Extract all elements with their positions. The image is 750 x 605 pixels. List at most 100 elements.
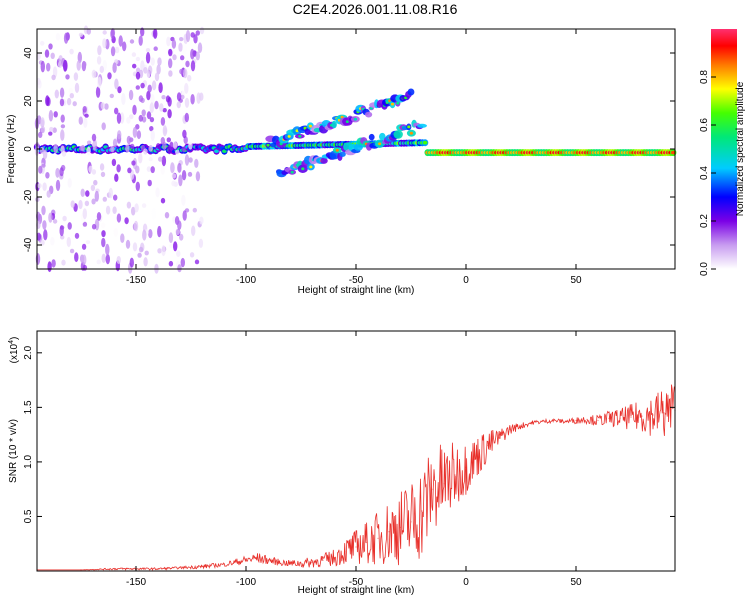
noise-cell bbox=[54, 89, 59, 99]
noise-cell bbox=[134, 203, 139, 213]
spectrogram-marks bbox=[33, 25, 677, 274]
snr-point bbox=[498, 437, 500, 439]
noise-cell bbox=[187, 171, 193, 177]
noise-cell bbox=[61, 259, 66, 266]
noise-cell bbox=[122, 41, 127, 52]
snr-point bbox=[179, 567, 181, 569]
noise-cell bbox=[129, 257, 134, 268]
feature-core bbox=[390, 102, 395, 106]
figure-title: C2E4.2026.001.11.08.R16 bbox=[293, 1, 458, 17]
noise-cell bbox=[43, 229, 48, 241]
noise-cell bbox=[107, 72, 112, 80]
noise-cell bbox=[37, 183, 42, 189]
noise-cell bbox=[101, 237, 106, 248]
noise-cell bbox=[60, 114, 65, 123]
colorbar-ticks: 0.0 0.2 0.4 0.6 0.8 bbox=[699, 70, 716, 276]
feature-cell bbox=[407, 88, 415, 96]
noise-cell bbox=[53, 111, 58, 118]
noise-cell bbox=[67, 222, 72, 230]
snr-point bbox=[201, 566, 203, 568]
noise-cell bbox=[51, 259, 56, 268]
noise-cell bbox=[199, 216, 204, 225]
noise-cell bbox=[154, 72, 160, 82]
noise-cell bbox=[82, 221, 88, 227]
noise-cell bbox=[145, 48, 151, 53]
noise-cell bbox=[190, 94, 195, 105]
noise-cell bbox=[78, 199, 83, 210]
noise-cell bbox=[141, 116, 147, 123]
y-tick-label: 40 bbox=[23, 47, 34, 59]
noise-cell bbox=[171, 180, 176, 187]
noise-cell bbox=[188, 157, 193, 163]
snr-point bbox=[223, 563, 225, 566]
snr-point bbox=[410, 521, 412, 523]
snr-point bbox=[487, 444, 489, 447]
noise-cell bbox=[135, 56, 141, 62]
noise-cell bbox=[131, 160, 136, 166]
noise-cell bbox=[181, 170, 187, 181]
noise-cell bbox=[190, 60, 196, 72]
noise-cell bbox=[179, 68, 184, 75]
noise-cell bbox=[126, 116, 131, 124]
noise-cell bbox=[69, 248, 75, 254]
noise-cell bbox=[141, 109, 146, 117]
noise-cell bbox=[74, 82, 80, 93]
noise-cell bbox=[132, 242, 138, 252]
noise-cell bbox=[129, 114, 134, 120]
noise-cell bbox=[161, 95, 166, 100]
noise-cell bbox=[59, 167, 64, 177]
noise-cell bbox=[181, 194, 186, 206]
snr-point bbox=[520, 425, 522, 427]
noise-cell bbox=[125, 144, 130, 153]
noise-cell bbox=[91, 223, 97, 230]
band-cell bbox=[214, 149, 219, 153]
noise-cell bbox=[179, 37, 184, 42]
snr-point bbox=[157, 568, 159, 570]
noise-cell bbox=[82, 264, 88, 271]
y-tick-label: -40 bbox=[23, 237, 34, 252]
noise-cell bbox=[104, 103, 109, 110]
noise-cell bbox=[82, 208, 88, 220]
band-cell bbox=[670, 150, 676, 155]
snr-point bbox=[113, 568, 115, 570]
noise-cell bbox=[179, 233, 184, 241]
feature-cell bbox=[393, 130, 403, 139]
snr-point bbox=[575, 419, 577, 422]
noise-cell bbox=[114, 173, 119, 182]
snr-point bbox=[256, 557, 258, 559]
noise-cell bbox=[156, 64, 161, 75]
noise-cell bbox=[38, 131, 43, 138]
noise-cell bbox=[45, 95, 50, 107]
snr-point bbox=[630, 416, 632, 418]
noise-cell bbox=[52, 219, 58, 224]
snr-point bbox=[531, 422, 533, 424]
noise-cell bbox=[194, 259, 200, 265]
noise-cell bbox=[120, 233, 125, 243]
snr-point bbox=[399, 526, 401, 529]
noise-cell bbox=[160, 197, 166, 204]
noise-cell bbox=[100, 171, 106, 178]
noise-cell bbox=[73, 72, 79, 81]
feature-cell bbox=[331, 120, 337, 129]
noise-cell bbox=[116, 256, 121, 264]
noise-cell bbox=[149, 102, 154, 114]
snr-point bbox=[476, 455, 478, 458]
noise-cell bbox=[101, 122, 106, 131]
colorbar-tick-label: 0.4 bbox=[699, 166, 710, 180]
noise-cell bbox=[62, 215, 67, 222]
noise-cell bbox=[101, 253, 106, 263]
noise-cell bbox=[138, 246, 144, 253]
snr-point bbox=[586, 418, 588, 420]
noise-cell bbox=[147, 179, 152, 187]
noise-cell bbox=[168, 48, 173, 57]
x-tick-label: 50 bbox=[570, 275, 582, 286]
noise-cell bbox=[138, 95, 144, 102]
noise-cell bbox=[46, 62, 51, 72]
noise-cell bbox=[168, 260, 174, 267]
noise-cell bbox=[151, 207, 156, 220]
noise-cell bbox=[171, 173, 177, 179]
snr-point bbox=[322, 559, 324, 561]
noise-cell bbox=[153, 46, 158, 51]
snr-point bbox=[344, 550, 346, 553]
noise-cell bbox=[84, 113, 89, 118]
